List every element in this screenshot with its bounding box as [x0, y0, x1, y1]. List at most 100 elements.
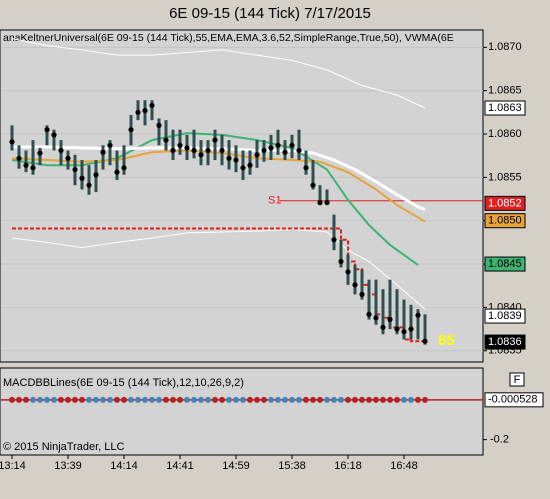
macd-dot	[296, 396, 302, 403]
indicator-line	[11, 38, 426, 109]
macd-dot	[401, 396, 407, 403]
close-dot	[9, 139, 15, 145]
close-dot	[338, 258, 344, 265]
x-tick-label: 15:38	[278, 460, 306, 472]
price-marker-label: 1.0839	[488, 310, 522, 322]
macd-dot	[107, 396, 113, 403]
macd-dot	[226, 396, 232, 403]
macd-dot	[177, 396, 183, 403]
x-tick-label: 16:18	[334, 460, 362, 472]
close-dot	[16, 155, 22, 161]
price-marker	[484, 256, 526, 272]
close-dot	[317, 199, 323, 206]
price-marker	[484, 334, 526, 350]
macd-dot	[289, 396, 295, 403]
close-dot	[170, 147, 176, 154]
price-marker	[484, 195, 526, 211]
macd-dot	[254, 396, 260, 403]
close-dot	[58, 147, 64, 154]
macd-dot	[310, 396, 316, 403]
macd-dot	[282, 396, 288, 403]
macd-dot	[44, 396, 50, 403]
macd-dot	[205, 396, 211, 403]
macd-dot	[212, 396, 218, 403]
macd-dot	[65, 396, 71, 403]
close-dot	[184, 145, 190, 151]
macd-dot	[268, 396, 274, 403]
close-dot	[107, 142, 113, 148]
last-count: 85	[438, 332, 455, 349]
panel-button-label[interactable]: F	[514, 374, 521, 386]
macd-dot	[100, 396, 106, 403]
close-dot	[100, 149, 106, 155]
macd-dot	[247, 396, 253, 403]
close-dot	[387, 316, 393, 323]
close-dot	[261, 147, 267, 154]
macd-dot	[303, 396, 309, 403]
y-tick-label: 1.0860	[488, 128, 522, 140]
price-marker-label: 1.0850	[488, 215, 522, 227]
close-dot	[226, 155, 232, 161]
close-dot	[359, 291, 365, 297]
close-dot	[37, 150, 43, 156]
macd-dot	[9, 396, 15, 403]
price-marker	[484, 308, 526, 324]
macd-dot	[261, 396, 267, 403]
macd-dot	[16, 396, 22, 403]
macd-dot	[366, 396, 372, 403]
close-dot	[219, 147, 225, 154]
close-dot	[240, 165, 246, 171]
macd-dot	[422, 396, 428, 403]
macd-dot	[380, 396, 386, 403]
y-tick-label: 1.0865	[488, 85, 522, 97]
x-tick-label: 14:14	[110, 460, 138, 472]
price-marker	[484, 100, 526, 116]
close-dot	[303, 165, 309, 171]
macd-dot	[114, 396, 120, 403]
close-dot	[205, 147, 211, 154]
x-tick-label: 13:14	[0, 460, 26, 472]
close-dot	[65, 155, 71, 161]
close-dot	[142, 108, 148, 114]
close-dot	[275, 142, 281, 148]
close-dot	[310, 182, 316, 188]
indicator-line	[11, 149, 426, 223]
close-dot	[51, 132, 57, 138]
macd-dot	[387, 396, 393, 403]
close-dot	[198, 152, 204, 158]
macd-dot	[415, 396, 421, 403]
macd-dot	[240, 396, 246, 403]
close-dot	[366, 311, 372, 317]
macd-dot	[135, 396, 141, 403]
macd-dot	[184, 396, 190, 403]
close-dot	[415, 312, 421, 318]
close-dot	[233, 157, 239, 163]
x-tick-label: 13:39	[54, 460, 82, 472]
close-dot	[373, 315, 379, 321]
close-dot	[156, 122, 162, 128]
macd-dot	[352, 396, 358, 403]
macd-dot	[72, 396, 78, 403]
macd-dot	[86, 396, 92, 403]
macd-dot	[121, 396, 127, 403]
indicator-line	[11, 132, 419, 266]
x-tick-label: 14:41	[166, 460, 194, 472]
indicator-label: anaKeltnerUniversal(6E 09-15 (144 Tick),…	[3, 32, 454, 44]
close-dot	[324, 199, 330, 206]
close-dot	[163, 137, 169, 143]
close-dot	[352, 282, 358, 288]
macd-dot	[93, 396, 99, 403]
macd-dot	[359, 396, 365, 403]
chart-title: 6E 09-15 (144 Tick) 7/17/2015	[169, 5, 371, 22]
macd-dot	[58, 396, 64, 403]
close-dot	[254, 152, 260, 158]
close-dot	[331, 237, 337, 243]
price-marker-label: 1.0863	[488, 102, 522, 114]
macd-dot	[338, 396, 344, 403]
panel-button[interactable]	[509, 372, 525, 387]
pivot-label: S1	[268, 195, 281, 207]
close-dot	[345, 269, 351, 275]
macd-label: MACDBBLines(6E 09-15 (144 Tick),12,10,26…	[3, 377, 244, 389]
close-dot	[422, 338, 428, 344]
macd-dot	[324, 396, 330, 403]
